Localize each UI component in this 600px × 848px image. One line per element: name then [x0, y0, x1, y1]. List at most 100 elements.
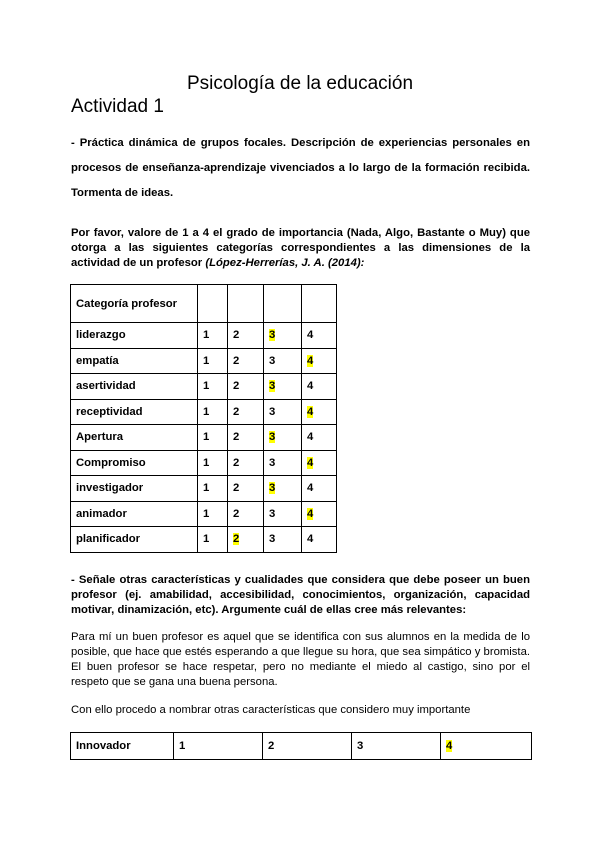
rating-cell: 1	[173, 732, 263, 760]
rating-cell: 3	[263, 398, 302, 425]
rating-cell: 1	[197, 424, 228, 451]
rating-cell: 4	[301, 398, 337, 425]
rating-cell: 4	[301, 373, 337, 400]
rating-value: 3	[269, 533, 276, 546]
rating-cell: 4	[301, 347, 337, 374]
rating-value: 1	[203, 380, 210, 393]
table-row: liderazgo 1 2 3 4	[70, 322, 337, 349]
table-row: planificador 1 2 3 4	[70, 526, 337, 553]
rating-cell: 4	[301, 475, 337, 502]
rating-value: 1	[203, 456, 210, 469]
category-label: empatía	[70, 347, 198, 374]
rating-value: 2	[233, 507, 240, 520]
rating-cell: 1	[197, 398, 228, 425]
rating-value: 1	[179, 740, 186, 752]
rating-cell: 1	[197, 449, 228, 476]
table-header-row: Categoría profesor	[70, 284, 337, 323]
rating-cell: 4	[301, 526, 337, 553]
rating-value: 1	[203, 354, 210, 367]
rating-value: 4	[307, 456, 314, 469]
rating-value: 1	[203, 405, 210, 418]
rating-cell: 3	[263, 526, 302, 553]
table-row: receptividad 1 2 3 4	[70, 398, 337, 425]
rating-cell: 1	[197, 373, 228, 400]
category-label: Innovador	[70, 732, 174, 760]
table-row: Compromiso 1 2 3 4	[70, 449, 337, 476]
activity-heading: Actividad 1	[71, 96, 164, 117]
rating-value: 2	[233, 329, 240, 342]
category-label: animador	[70, 500, 198, 527]
citation: (López-Herrerías, J. A. (2014):	[205, 257, 365, 269]
table-row: Innovador 1 2 3 4	[70, 732, 532, 760]
rating-cell: 1	[197, 475, 228, 502]
rating-cell: 3	[263, 475, 302, 502]
rating-cell: 1	[197, 347, 228, 374]
table-row: empatía 1 2 3 4	[70, 347, 337, 374]
answer-paragraph-2: Con ello procedo a nombrar otras caracte…	[71, 704, 471, 716]
rating-value: 2	[233, 354, 240, 367]
category-label: receptividad	[70, 398, 198, 425]
table-row: investigador 1 2 3 4	[70, 475, 337, 502]
rating-value: 3	[269, 354, 276, 367]
header-cell: Categoría profesor	[70, 284, 198, 323]
rating-value: 3	[269, 507, 276, 520]
rating-value: 3	[269, 329, 276, 342]
question-1: Por favor, valore de 1 a 4 el grado de i…	[71, 226, 530, 271]
category-label: asertividad	[70, 373, 198, 400]
rating-value: 2	[233, 456, 240, 469]
rating-value: 3	[269, 405, 276, 418]
rating-value: 1	[203, 482, 210, 495]
rating-value: 4	[307, 380, 314, 393]
extra-rating-table: Innovador 1 2 3 4	[70, 732, 532, 760]
rating-cell: 2	[227, 500, 264, 527]
rating-value: 1	[203, 329, 210, 342]
rating-value: 4	[307, 482, 314, 495]
rating-cell: 2	[227, 398, 264, 425]
rating-value: 4	[307, 354, 314, 367]
rating-value: 3	[357, 740, 364, 752]
rating-cell: 2	[227, 526, 264, 553]
rating-value: 2	[233, 533, 240, 546]
rating-value: 3	[269, 456, 276, 469]
rating-cell: 3	[351, 732, 441, 760]
question-2: - Señale otras características y cualida…	[71, 574, 530, 616]
rating-cell: 4	[301, 500, 337, 527]
intro-paragraph: - Práctica dinámica de grupos focales. D…	[71, 137, 530, 199]
document-title: Psicología de la educación	[186, 73, 414, 94]
rating-cell: 2	[227, 373, 264, 400]
rating-cell: 4	[301, 322, 337, 349]
rating-cell: 3	[263, 500, 302, 527]
rating-cell: 4	[440, 732, 532, 760]
rating-value: 4	[307, 431, 314, 444]
rating-cell: 3	[263, 373, 302, 400]
table-row: asertividad 1 2 3 4	[70, 373, 337, 400]
rating-cell: 2	[227, 347, 264, 374]
rating-value: 3	[269, 482, 276, 495]
category-label: liderazgo	[70, 322, 198, 349]
rating-value: 4	[307, 507, 314, 520]
table-row: animador 1 2 3 4	[70, 500, 337, 527]
category-label: investigador	[70, 475, 198, 502]
rating-cell: 1	[197, 526, 228, 553]
rating-cell: 1	[197, 500, 228, 527]
rating-cell: 1	[197, 322, 228, 349]
rating-value: 1	[203, 431, 210, 444]
rating-value: 4	[307, 329, 314, 342]
category-label: Compromiso	[70, 449, 198, 476]
question-1-text: Por favor, valore de 1 a 4 el grado de i…	[71, 227, 530, 269]
table-row: Apertura 1 2 3 4	[70, 424, 337, 451]
answer-paragraph: Para mí un buen profesor es aquel que se…	[71, 631, 530, 688]
rating-value: 2	[268, 740, 275, 752]
rating-cell: 2	[227, 449, 264, 476]
rating-value: 2	[233, 482, 240, 495]
rating-value: 1	[203, 507, 210, 520]
rating-cell: 4	[301, 424, 337, 451]
rating-value: 2	[233, 380, 240, 393]
rating-cell: 3	[263, 449, 302, 476]
rating-value: 2	[233, 405, 240, 418]
rating-cell: 4	[301, 449, 337, 476]
rating-cell: 3	[263, 424, 302, 451]
category-label: Apertura	[70, 424, 198, 451]
category-label: planificador	[70, 526, 198, 553]
